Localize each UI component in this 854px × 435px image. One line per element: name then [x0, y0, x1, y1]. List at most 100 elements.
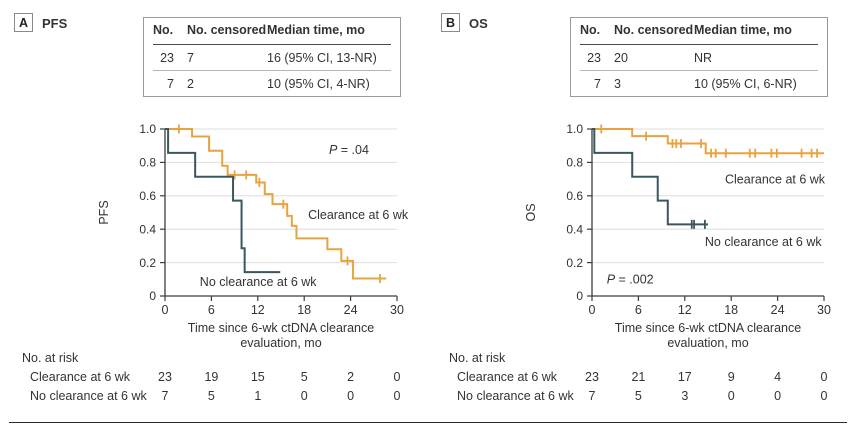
summary-cell: 3	[614, 69, 694, 96]
panel-pfs: A PFS No. No. censored Median time, mo 2…	[0, 13, 427, 405]
x-tick-label: 18	[297, 303, 311, 317]
at-risk-value: 1	[254, 389, 262, 403]
at-risk-value: 15	[250, 370, 265, 384]
at-risk-value: 5	[207, 389, 215, 403]
panel-tag: A	[18, 15, 29, 30]
y-tick-label: 1.0	[139, 122, 156, 136]
at-risk-value: 23	[585, 370, 599, 384]
y-tick-label: 0.2	[139, 256, 156, 270]
y-tick-label: 1.0	[566, 122, 583, 136]
x-tick-label: 0	[589, 303, 596, 317]
panel-tag-box: B	[441, 13, 460, 32]
at-risk-value: 17	[677, 370, 692, 384]
series-label-clearance: Clearance at 6 wk	[725, 172, 826, 186]
at-risk-row-label: No clearance at 6 wk	[457, 389, 574, 403]
x-tick-label: 24	[771, 303, 785, 317]
x-tick-label: 24	[344, 303, 358, 317]
summary-cell: 7	[187, 50, 194, 65]
summary-cell: 23	[587, 50, 601, 65]
summary-row: 7 2 10 (95% CI, 4-NR)	[153, 69, 391, 96]
x-tick-label: 6	[635, 303, 642, 317]
x-tick-label: 6	[208, 303, 215, 317]
summary-table: No. No. censored Median time, mo 23 20 N…	[570, 17, 828, 97]
y-tick-label: 0.4	[139, 222, 156, 236]
km-curve-no-clearance	[165, 128, 281, 274]
at-risk-row: No clearance at 6 wk 7 5 3 0 0 0	[427, 389, 854, 405]
summary-col-censored: No. censored	[187, 18, 267, 45]
at-risk-value: 0	[727, 389, 735, 403]
at-risk-value: 2	[347, 370, 355, 384]
km-curve-clearance	[165, 128, 387, 280]
x-axis-title: Time since 6-wk ctDNA clearance	[615, 321, 801, 335]
summary-row: 23 20 NR	[580, 44, 818, 70]
y-tick-label: 0.4	[566, 222, 583, 236]
at-risk-value: 5	[300, 370, 308, 384]
y-axis-title: OS	[524, 203, 538, 221]
p-value-label: P = .002	[607, 272, 654, 286]
panel-os: B OS No. No. censored Median time, mo 23…	[427, 0, 854, 435]
summary-cell: 2	[187, 69, 267, 96]
at-risk-row-label: Clearance at 6 wk	[457, 370, 558, 384]
x-axis-title: evaluation, mo	[667, 336, 748, 350]
summary-col-censored: No. censored	[614, 18, 694, 45]
x-axis-title: Time since 6-wk ctDNA clearance	[188, 321, 374, 335]
at-risk-value: 0	[300, 389, 308, 403]
at-risk-value: 0	[347, 389, 355, 403]
at-risk-title: No. at risk	[449, 351, 506, 365]
at-risk-value: 7	[588, 389, 596, 403]
summary-table: No. No. censored Median time, mo 23 7 16…	[143, 17, 401, 97]
at-risk-value: 0	[393, 370, 401, 384]
y-tick-label: 0.6	[566, 189, 583, 203]
series-label-no-clearance: No clearance at 6 wk	[705, 235, 822, 249]
summary-col-median: Median time, mo	[267, 18, 391, 45]
summary-cell: 20	[614, 50, 628, 65]
y-tick-label: 0.2	[566, 256, 583, 270]
x-tick-label: 12	[251, 303, 265, 317]
p-value-label: P = .04	[329, 143, 369, 157]
at-risk-value: 0	[820, 370, 828, 384]
at-risk-row-label: Clearance at 6 wk	[30, 370, 131, 384]
summary-cell: 10 (95% CI, 4-NR)	[267, 69, 391, 96]
y-tick-label: 0.8	[139, 156, 156, 170]
summary-cell: 23	[160, 50, 174, 65]
panel-tag: B	[445, 15, 456, 30]
os-km-chart: 0 0.2 0.4 0.6 0.8 1.0 0 6 12 18 24 30 Time since 6-w…	[524, 122, 831, 350]
at-risk-row: No clearance at 6 wk 7 5 1 0 0 0	[0, 389, 427, 405]
x-tick-label: 30	[390, 303, 404, 317]
x-tick-label: 12	[678, 303, 692, 317]
at-risk-value: 9	[727, 370, 735, 384]
at-risk-value: 0	[774, 389, 782, 403]
x-tick-label: 0	[162, 303, 169, 317]
at-risk-value: 4	[774, 370, 782, 384]
summary-cell: 16 (95% CI, 13-NR)	[267, 50, 377, 65]
summary-row: 23 7 16 (95% CI, 13-NR)	[153, 44, 391, 70]
panel-title: OS	[469, 16, 488, 31]
at-risk-value: 3	[681, 389, 689, 403]
at-risk-value: 5	[634, 389, 642, 403]
summary-cell: 10 (95% CI, 6-NR)	[694, 69, 818, 96]
panel-title: PFS	[42, 16, 68, 31]
km-curve-clearance	[592, 128, 824, 155]
figure-bottom-rule	[9, 422, 847, 423]
at-risk-value: 19	[204, 370, 219, 384]
summary-col-no: No.	[153, 18, 187, 45]
series-label-no-clearance: No clearance at 6 wk	[200, 275, 317, 289]
y-axis-title: PFS	[97, 200, 111, 224]
summary-col-median: Median time, mo	[694, 18, 818, 45]
at-risk-value: 7	[161, 389, 169, 403]
summary-cell: 7	[153, 69, 187, 96]
series-label-clearance: Clearance at 6 wk	[308, 208, 409, 222]
at-risk-row-label: No clearance at 6 wk	[30, 389, 147, 403]
y-tick-label: 0	[576, 289, 583, 303]
at-risk-value: 23	[158, 370, 172, 384]
at-risk-row: Clearance at 6 wk 23 21 17 9 4 0	[427, 370, 854, 386]
panel-tag-box: A	[14, 13, 33, 32]
at-risk-value: 0	[393, 389, 401, 403]
x-axis-title: evaluation, mo	[240, 336, 321, 350]
at-risk-value: 21	[631, 370, 646, 384]
summary-cell: 7	[580, 69, 614, 96]
x-tick-label: 30	[817, 303, 831, 317]
summary-col-no: No.	[580, 18, 614, 45]
pfs-km-chart: 0 0.2 0.4 0.6 0.8 1.0 0 6 12 18 24 30 Time since 6-w…	[97, 122, 409, 350]
summary-cell: NR	[694, 50, 713, 65]
